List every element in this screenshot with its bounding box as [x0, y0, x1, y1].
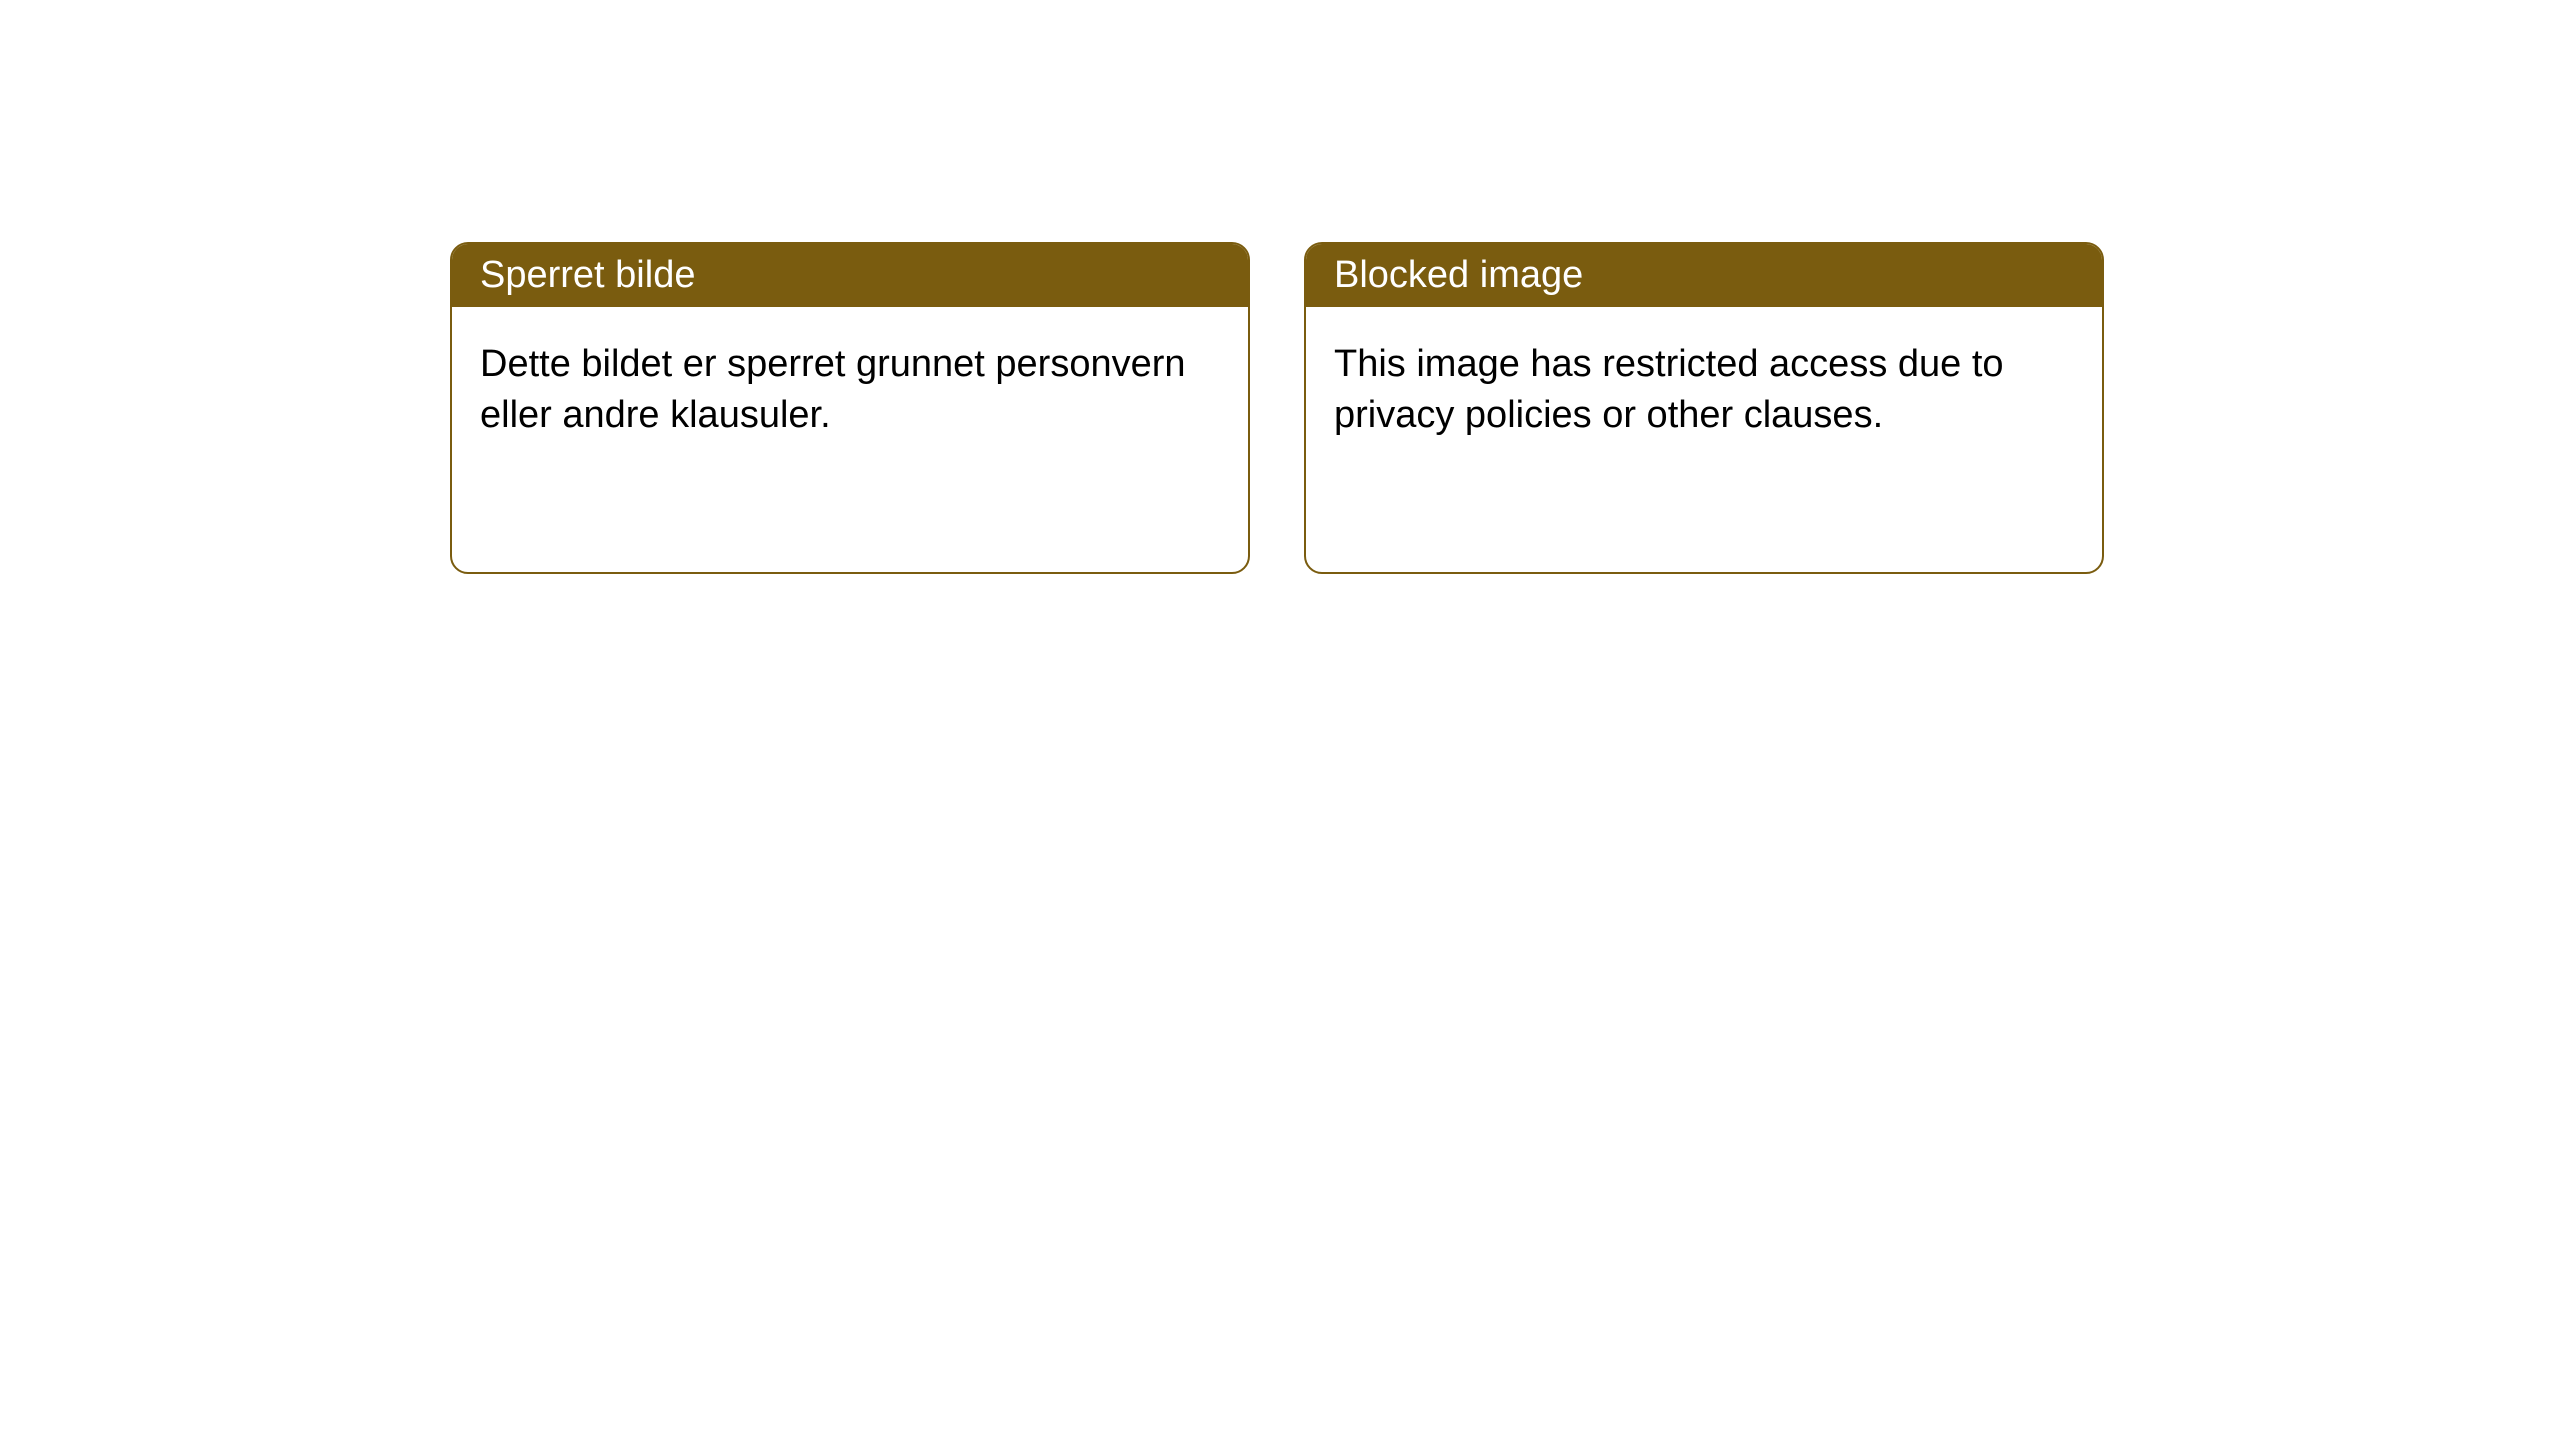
card-body: This image has restricted access due to …	[1306, 307, 2102, 474]
blocked-image-card-en: Blocked image This image has restricted …	[1304, 242, 2104, 574]
blocked-image-card-no: Sperret bilde Dette bildet er sperret gr…	[450, 242, 1250, 574]
card-title: Blocked image	[1306, 244, 2102, 307]
card-title: Sperret bilde	[452, 244, 1248, 307]
blocked-image-cards: Sperret bilde Dette bildet er sperret gr…	[450, 242, 2104, 574]
card-body: Dette bildet er sperret grunnet personve…	[452, 307, 1248, 474]
